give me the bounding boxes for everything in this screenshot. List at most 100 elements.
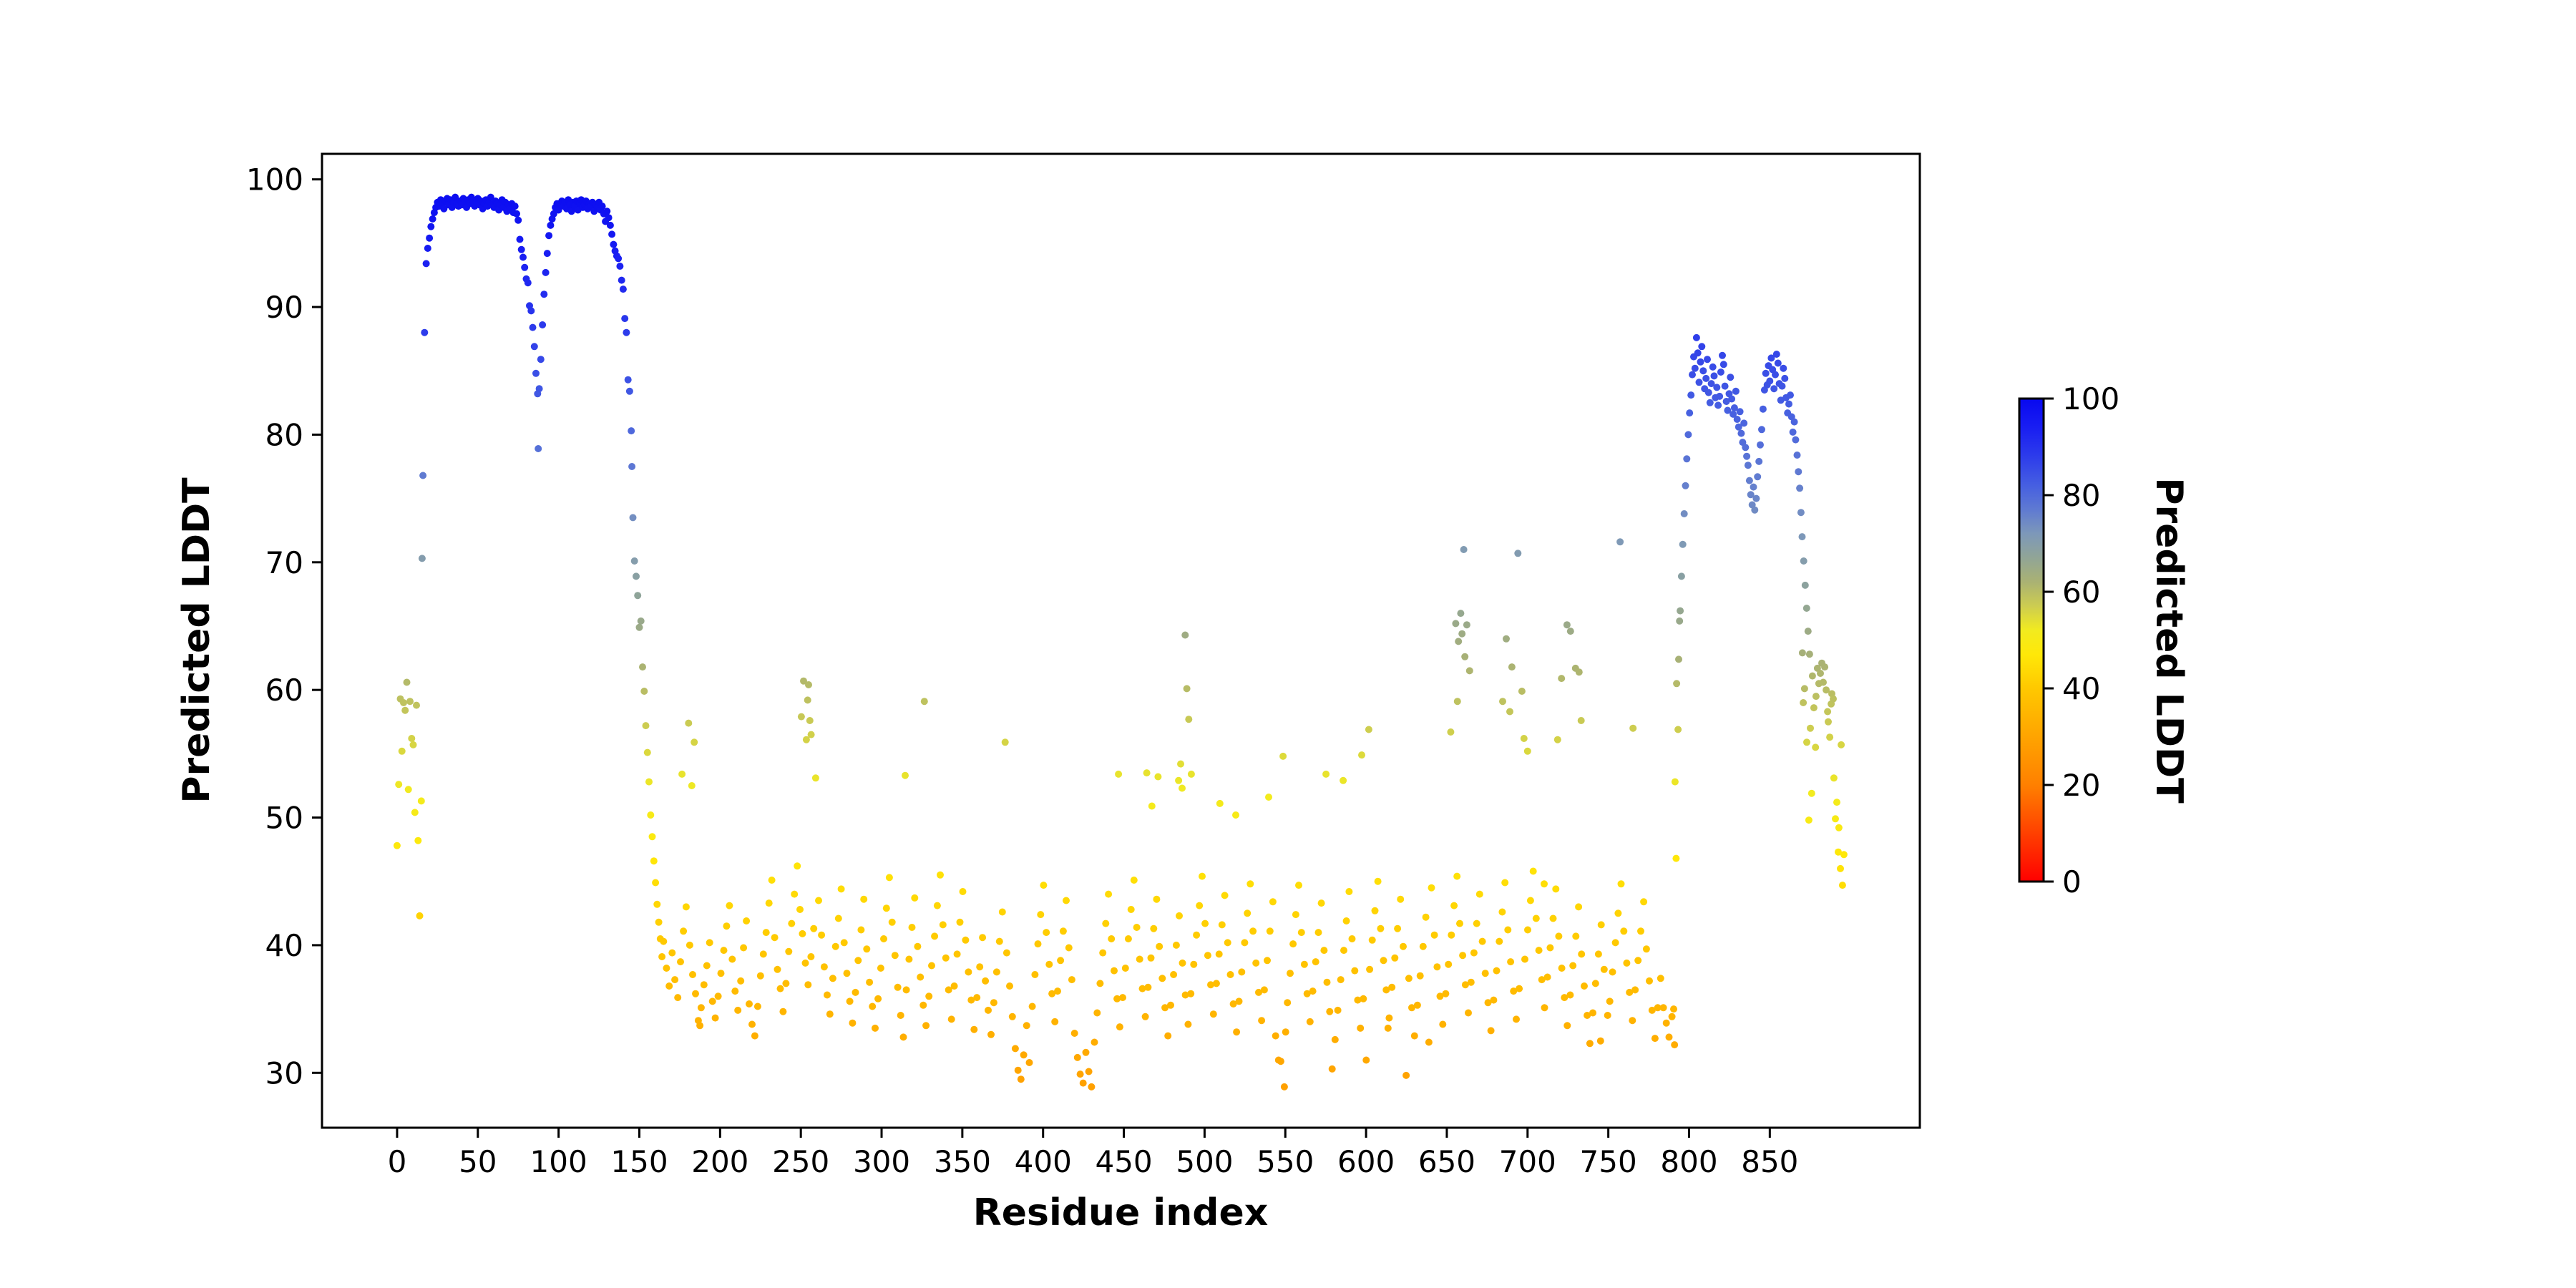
scatter-point: [1586, 1040, 1594, 1048]
scatter-point: [1777, 396, 1785, 404]
scatter-point: [1697, 358, 1704, 366]
scatter-point: [677, 958, 684, 966]
scatter-point: [1334, 1006, 1342, 1014]
scatter-point: [1584, 1012, 1591, 1019]
scatter-point: [1260, 986, 1268, 994]
scatter-point: [543, 250, 551, 258]
scatter-point: [1360, 995, 1367, 1002]
scatter-point: [824, 991, 831, 999]
x-tick-label: 400: [1015, 1144, 1072, 1179]
scatter-point: [663, 965, 670, 972]
scatter-point: [1832, 815, 1839, 823]
scatter-point: [914, 942, 922, 950]
scatter-point: [409, 741, 417, 748]
scatter-point: [1671, 1041, 1679, 1049]
scatter-point: [1226, 971, 1234, 978]
scatter-point: [1457, 610, 1465, 618]
scatter-point: [1448, 931, 1455, 939]
scatter-point: [1538, 976, 1546, 984]
scatter-point: [419, 472, 427, 479]
scatter-point: [1575, 668, 1583, 676]
scatter-point: [615, 255, 623, 263]
scatter-point: [1460, 546, 1468, 553]
scatter-point: [815, 897, 822, 904]
scatter-point: [1631, 986, 1639, 994]
scatter-point: [1309, 987, 1317, 995]
scatter-point: [1405, 975, 1413, 982]
scatter-point: [1014, 1066, 1022, 1074]
scatter-point: [1838, 882, 1846, 889]
scatter-point: [1063, 897, 1070, 904]
scatter-point: [567, 208, 575, 215]
colorbar-tick-label: 100: [2062, 381, 2119, 416]
scatter-point: [1569, 962, 1577, 970]
scatter-point: [1609, 968, 1616, 976]
scatter-point: [1543, 973, 1551, 981]
scatter-point: [1493, 967, 1501, 975]
scatter-point: [1629, 1017, 1636, 1025]
scatter-point: [665, 982, 673, 990]
scatter-point: [1762, 369, 1770, 377]
scatter-point: [1728, 395, 1736, 403]
scatter-point: [1812, 743, 1820, 751]
scatter-point: [1730, 404, 1738, 411]
scatter-point: [1526, 897, 1534, 904]
scatter-point: [1767, 354, 1775, 362]
scatter-point: [1284, 999, 1292, 1007]
scatter-point: [1070, 1030, 1078, 1037]
scatter-point: [1175, 776, 1183, 784]
scatter-point: [1677, 572, 1685, 580]
scatter-point: [1161, 1004, 1169, 1012]
scatter-point: [395, 781, 403, 789]
scatter-point: [647, 811, 655, 819]
scatter-point: [1709, 363, 1717, 371]
scatter-point: [1153, 895, 1161, 903]
scatter-point: [863, 945, 871, 953]
scatter-point: [535, 385, 543, 393]
scatter-point: [625, 387, 633, 395]
scatter-point: [545, 232, 553, 240]
scatter-point: [1113, 995, 1121, 1002]
scatter-point: [1340, 947, 1347, 955]
scatter-point: [797, 713, 805, 721]
scatter-point: [1076, 1070, 1084, 1078]
scatter-point: [1481, 970, 1489, 977]
scatter-point: [1300, 960, 1308, 968]
scatter-point: [1073, 1053, 1081, 1061]
scatter-point: [902, 986, 910, 994]
scatter-point: [1394, 924, 1402, 932]
scatter-point: [818, 931, 826, 939]
scatter-point: [1043, 929, 1050, 937]
scatter-point: [1326, 1008, 1334, 1015]
scatter-point: [1812, 693, 1820, 701]
scatter-point: [1733, 416, 1741, 423]
scatter-point: [1772, 371, 1779, 379]
scatter-point: [1354, 996, 1362, 1004]
scatter-point: [979, 934, 987, 942]
scatter-point: [1116, 1023, 1123, 1031]
scatter-point: [1516, 985, 1523, 992]
scatter-point: [1207, 981, 1214, 989]
scatter-point: [768, 877, 776, 884]
scatter-point: [637, 617, 645, 625]
scatter-point: [1252, 959, 1260, 967]
scatter-point: [398, 747, 406, 755]
scatter-point: [939, 921, 947, 929]
scatter-point: [427, 223, 435, 230]
scatter-point: [1413, 1001, 1421, 1009]
scatter-point: [1510, 987, 1518, 995]
scatter-point: [1193, 931, 1201, 939]
colorbar-tick-label: 80: [2062, 478, 2100, 513]
scatter-point: [731, 987, 739, 995]
scatter-point: [1662, 1019, 1670, 1027]
scatter-point: [1501, 879, 1509, 887]
scatter-point: [1717, 369, 1724, 376]
scatter-point: [1487, 1027, 1495, 1035]
scatter-point: [1668, 1013, 1676, 1020]
scatter-point: [849, 1019, 857, 1027]
scatter-point: [1824, 708, 1832, 716]
scatter-point: [1345, 888, 1353, 895]
scatter-point: [1040, 882, 1048, 889]
scatter-point: [776, 985, 784, 992]
scatter-point: [1821, 663, 1829, 671]
